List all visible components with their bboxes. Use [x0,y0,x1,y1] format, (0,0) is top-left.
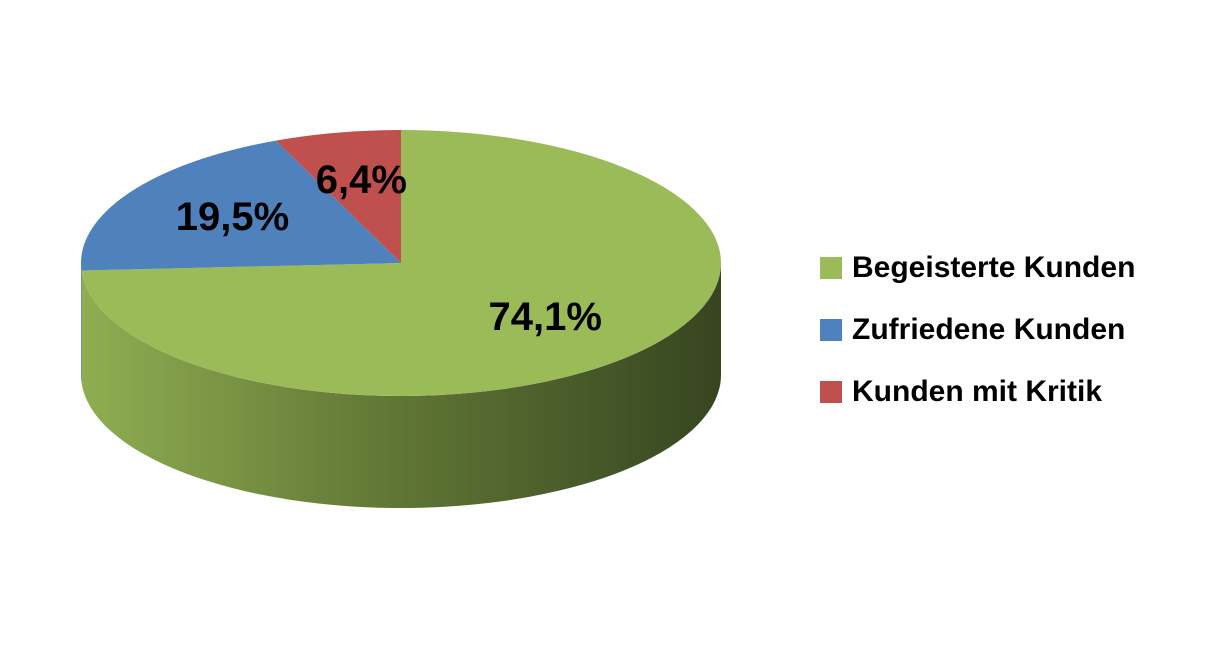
slice [81,130,722,396]
data-label: 74,1% [488,295,601,339]
legend-label: Kunden mit Kritik [852,375,1102,408]
legend-label: Begeisterte Kunden [852,251,1135,284]
legend-swatch [820,381,842,403]
legend-label: Zufriedene Kunden [852,313,1125,346]
slice [275,130,401,263]
legend-swatch [820,319,842,341]
data-label: 6,4% [316,158,407,202]
data-label: 19,5% [176,195,289,239]
slice-side [81,263,82,383]
slice [81,140,402,271]
slice-side [81,263,722,508]
legend-swatch [820,257,842,279]
